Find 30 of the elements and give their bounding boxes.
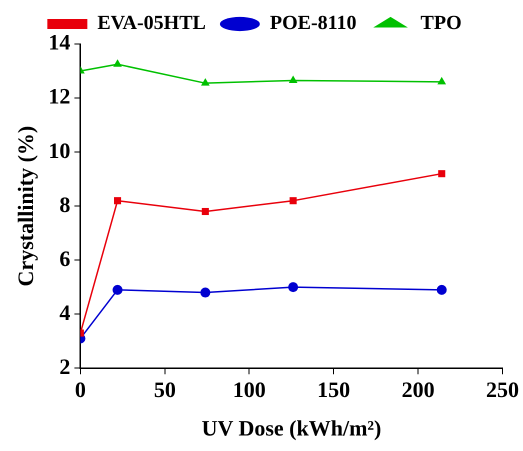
point (437, 76, 446, 84)
point (112, 284, 123, 295)
point (290, 197, 297, 204)
y-tick-label: 14 (48, 30, 70, 55)
x-tick-label: 250 (486, 377, 519, 402)
y-tick-label: 6 (59, 246, 70, 271)
x-tick-label: 50 (154, 377, 176, 402)
y-tick-label: 12 (48, 84, 70, 109)
legend-label: POE-8110 (270, 12, 357, 34)
point (201, 78, 210, 86)
y-tick-label: 10 (48, 138, 70, 163)
x-tick-label: 150 (317, 377, 350, 402)
x-tick-label: 200 (402, 377, 435, 402)
point (200, 288, 210, 298)
point (288, 282, 298, 292)
legend-label: EVA-05HTL (97, 12, 206, 34)
legend-label: TPO (420, 12, 462, 34)
y-tick-label: 8 (59, 192, 70, 217)
point (436, 284, 447, 295)
point (113, 59, 122, 67)
point (288, 75, 298, 83)
x-tick-label: 100 (232, 377, 266, 402)
y-tick-label: 4 (59, 300, 70, 325)
point (202, 208, 209, 216)
y-tick-label: 2 (59, 354, 70, 379)
y-axis-title: Crystallinity (%) (12, 126, 38, 286)
point (114, 197, 122, 204)
x-tick-label: 0 (74, 377, 86, 402)
x-axis-title: UV Dose (kWh/m²) (202, 415, 382, 440)
point (438, 170, 446, 178)
